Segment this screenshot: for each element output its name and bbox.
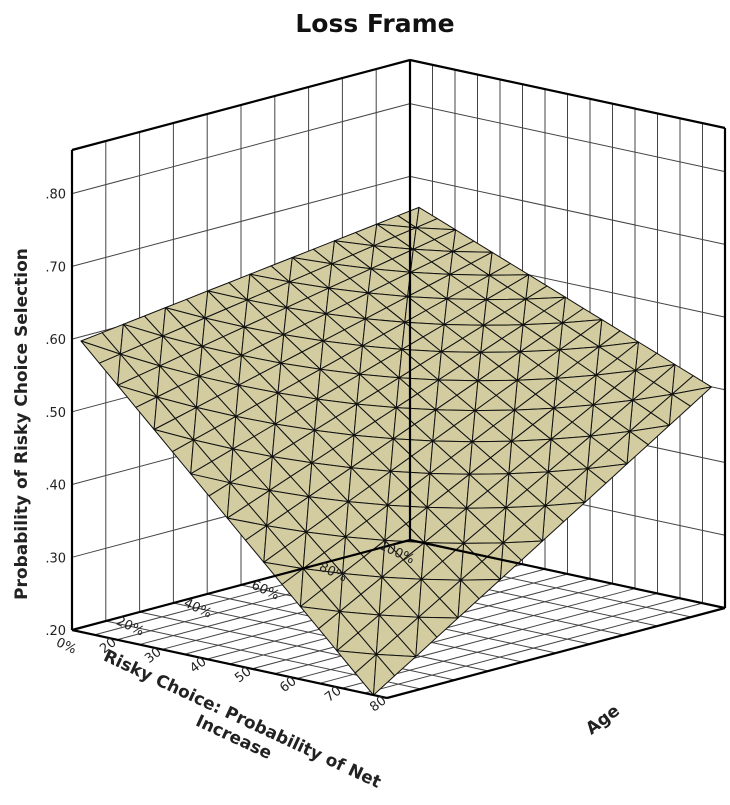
x-tick-label: 0% — [54, 635, 79, 657]
y-tick-label: 70 — [322, 684, 344, 706]
z-tick-label: .40 — [45, 479, 66, 494]
z-tick-label: .30 — [45, 551, 66, 566]
z-axis-label: Probability of Risky Choice Selection — [12, 248, 32, 600]
y-tick-label: 40 — [187, 655, 209, 677]
y-tick-label: 60 — [277, 674, 299, 696]
z-tick-label: .80 — [45, 188, 66, 203]
y-tick-label: 50 — [232, 664, 254, 686]
surface-mesh — [80, 206, 712, 696]
z-tick-label: .60 — [45, 333, 66, 348]
z-tick-label: .70 — [45, 260, 66, 275]
y-tick-label: 80 — [367, 693, 389, 715]
z-tick-label: .20 — [45, 624, 66, 639]
z-tick-label: .50 — [45, 406, 66, 421]
y-axis-label: Age — [582, 701, 623, 739]
chart-title: Loss Frame — [295, 9, 454, 38]
chart-frame — [70, 58, 727, 700]
